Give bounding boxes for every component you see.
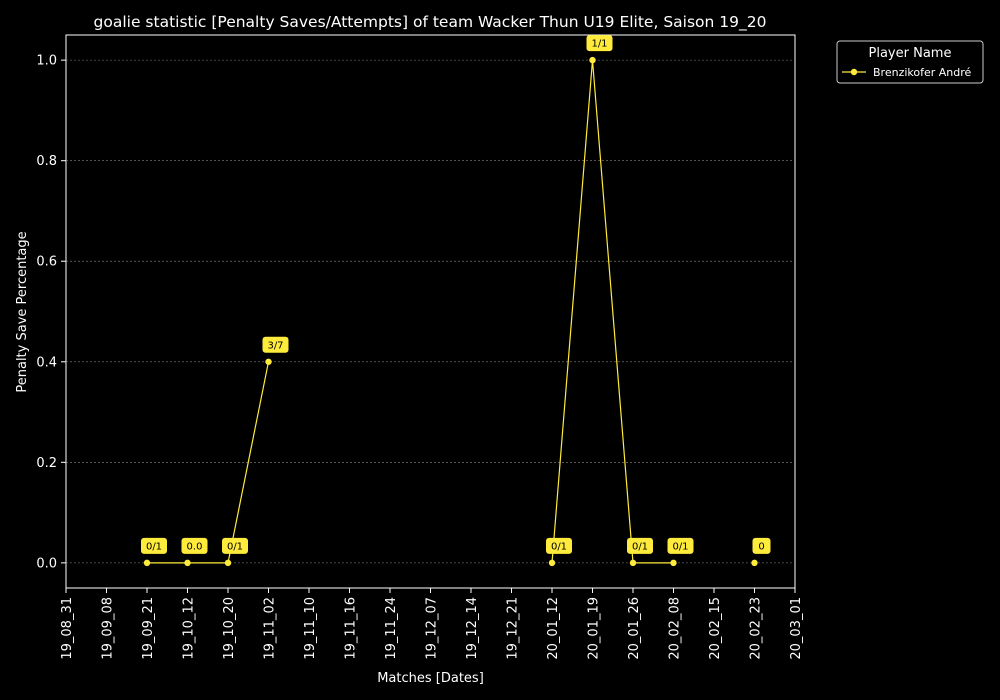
x-tick-label: 19_12_21 bbox=[506, 597, 521, 660]
y-axis-label: Penalty Save Percentage bbox=[15, 231, 30, 392]
data-point bbox=[751, 559, 758, 567]
legend-entry-label: Brenzikofer André bbox=[873, 66, 972, 79]
data-label: 0/1 bbox=[146, 541, 162, 552]
data-label-box bbox=[752, 537, 771, 554]
y-tick-label: 0.2 bbox=[36, 456, 57, 471]
data-label: 0 bbox=[758, 541, 764, 552]
data-label-box bbox=[141, 537, 167, 554]
x-axis-label: Matches [Dates] bbox=[377, 671, 484, 686]
x-tick-label: 19_09_08 bbox=[101, 597, 116, 660]
data-point bbox=[143, 559, 151, 567]
data-label-box bbox=[262, 336, 289, 353]
series-line bbox=[551, 60, 674, 564]
data-label-box bbox=[586, 35, 613, 52]
legend: Player Name Brenzikofer André bbox=[836, 40, 984, 84]
x-tick-label: 19_11_02 bbox=[263, 597, 278, 660]
x-tick-label: 19_12_14 bbox=[465, 597, 480, 660]
data-point bbox=[629, 559, 637, 567]
data-label: 0/1 bbox=[632, 541, 648, 552]
data-label: 0/1 bbox=[227, 541, 243, 552]
data-point bbox=[670, 559, 677, 567]
x-tick-label: 19_11_16 bbox=[344, 597, 359, 660]
series-layer: 0/1 0.0 0/1 3/7 0/1 1/1 0/1 0/1 0 bbox=[141, 35, 771, 567]
legend-title: Player Name bbox=[869, 46, 952, 61]
series-line bbox=[147, 361, 270, 564]
y-tick-label: 0.8 bbox=[36, 154, 57, 169]
plot-area bbox=[65, 34, 796, 589]
x-tick-label: 19_12_07 bbox=[425, 597, 440, 660]
x-tick-label: 20_01_12 bbox=[546, 597, 561, 660]
x-tick-label: 20_02_08 bbox=[668, 597, 683, 660]
x-axis: 19_08_31 19_09_08 19_09_21 19_10_12 19_10_20… bbox=[60, 588, 804, 660]
x-tick-label: 20_02_23 bbox=[749, 597, 764, 660]
data-label: 3/7 bbox=[267, 340, 283, 351]
legend-point-marker bbox=[850, 68, 858, 76]
x-tick-label: 19_11_10 bbox=[303, 597, 318, 660]
data-label-box bbox=[667, 537, 694, 554]
data-label: 0/1 bbox=[672, 541, 688, 552]
data-point bbox=[589, 56, 596, 64]
x-tick-label: 20_01_26 bbox=[627, 597, 642, 660]
data-label: 0/1 bbox=[551, 541, 567, 552]
x-tick-label: 19_11_24 bbox=[384, 597, 399, 660]
data-label-box bbox=[627, 537, 653, 554]
y-tick-label: 0.4 bbox=[36, 355, 57, 370]
x-tick-label: 19_10_20 bbox=[222, 597, 237, 660]
legend-box bbox=[836, 40, 984, 84]
x-tick-label: 20_01_19 bbox=[587, 597, 602, 660]
data-label-box bbox=[546, 537, 572, 554]
data-label: 0.0 bbox=[187, 541, 203, 552]
y-axis: 0.0 0.2 0.4 0.6 0.8 1.0 bbox=[36, 54, 66, 571]
data-point bbox=[224, 559, 232, 567]
x-tick-label: 20_03_01 bbox=[789, 597, 804, 660]
y-tick-label: 0.6 bbox=[36, 255, 57, 270]
data-label-box bbox=[181, 537, 208, 554]
data-point bbox=[265, 358, 272, 365]
x-tick-label: 20_02_15 bbox=[708, 597, 723, 660]
y-tick-label: 0.0 bbox=[36, 556, 57, 571]
data-label: 1/1 bbox=[591, 39, 607, 50]
y-tick-label: 1.0 bbox=[36, 54, 57, 69]
x-tick-label: 19_08_31 bbox=[60, 597, 75, 660]
data-point bbox=[184, 559, 191, 567]
grid-layer bbox=[66, 59, 795, 564]
data-point bbox=[548, 559, 556, 567]
x-tick-label: 19_09_21 bbox=[141, 597, 156, 660]
data-label-box bbox=[222, 537, 248, 554]
chart-title: goalie statistic [Penalty Saves/Attempts… bbox=[94, 13, 767, 32]
x-tick-label: 19_10_12 bbox=[182, 597, 197, 660]
